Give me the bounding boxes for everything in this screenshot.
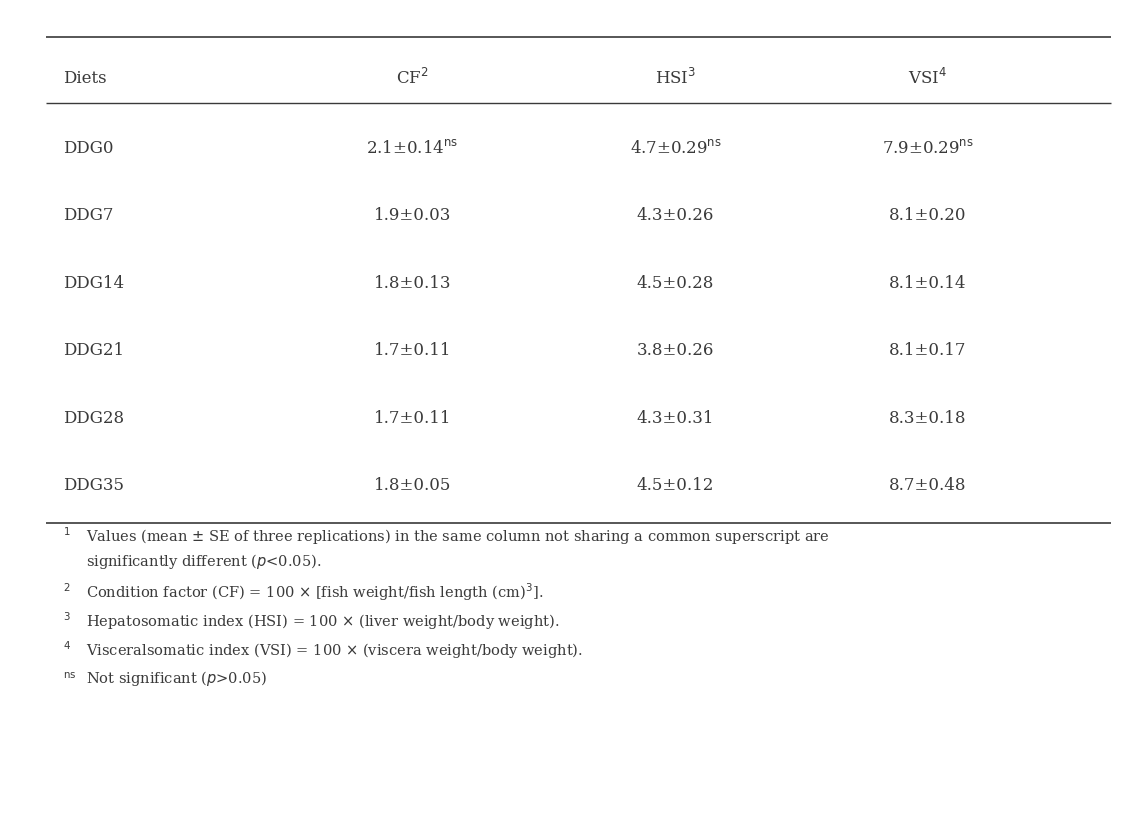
Text: 8.3±0.18: 8.3±0.18 [889,410,966,426]
Text: $^3$: $^3$ [63,614,71,629]
Text: 8.1±0.14: 8.1±0.14 [889,275,966,291]
Text: 2.1±0.14$^{\mathrm{ns}}$: 2.1±0.14$^{\mathrm{ns}}$ [366,139,458,157]
Text: 1.7±0.11: 1.7±0.11 [373,410,451,426]
Text: 8.1±0.17: 8.1±0.17 [889,342,966,359]
Text: DDG7: DDG7 [63,207,113,224]
Text: 7.9±0.29$^{\mathrm{ns}}$: 7.9±0.29$^{\mathrm{ns}}$ [882,139,973,157]
Text: significantly different ($\it{p}$<0.05).: significantly different ($\it{p}$<0.05). [86,551,322,571]
Text: Diets: Diets [63,70,106,86]
Text: $^1$: $^1$ [63,529,71,544]
Text: 1.8±0.13: 1.8±0.13 [373,275,451,291]
Text: 4.5±0.28: 4.5±0.28 [637,275,714,291]
Text: 8.7±0.48: 8.7±0.48 [889,477,966,494]
Text: 1.7±0.11: 1.7±0.11 [373,342,451,359]
Text: 3.8±0.26: 3.8±0.26 [637,342,714,359]
Text: DDG21: DDG21 [63,342,124,359]
Text: 4.7±0.29$^{\mathrm{ns}}$: 4.7±0.29$^{\mathrm{ns}}$ [630,139,721,157]
Text: 4.5±0.12: 4.5±0.12 [637,477,714,494]
Text: 1.9±0.03: 1.9±0.03 [373,207,451,224]
Text: $^{\mathrm{ns}}$: $^{\mathrm{ns}}$ [63,672,77,686]
Text: 1.8±0.05: 1.8±0.05 [373,477,451,494]
Text: VSI$^{4}$: VSI$^{4}$ [908,68,947,88]
Text: Visceralsomatic index (VSI) = 100 $\times$ (viscera weight/body weight).: Visceralsomatic index (VSI) = 100 $\time… [86,640,583,660]
Text: CF$^{2}$: CF$^{2}$ [396,68,428,88]
Text: DDG14: DDG14 [63,275,124,291]
Text: DDG28: DDG28 [63,410,124,426]
Text: 8.1±0.20: 8.1±0.20 [889,207,966,224]
Text: Hepatosomatic index (HSI) = 100 $\times$ (liver weight/body weight).: Hepatosomatic index (HSI) = 100 $\times$… [86,611,559,631]
Text: 4.3±0.31: 4.3±0.31 [637,410,714,426]
Text: HSI$^{3}$: HSI$^{3}$ [655,68,696,88]
Text: DDG35: DDG35 [63,477,124,494]
Text: Values (mean $\pm$ SE of three replications) in the same column not sharing a co: Values (mean $\pm$ SE of three replicati… [86,527,829,546]
Text: 4.3±0.26: 4.3±0.26 [637,207,714,224]
Text: Not significant ($\it{p}$>0.05): Not significant ($\it{p}$>0.05) [86,669,267,689]
Text: Condition factor (CF) = 100 $\times$ [fish weight/fish length (cm)$^3$].: Condition factor (CF) = 100 $\times$ [fi… [86,582,543,603]
Text: $^2$: $^2$ [63,585,71,600]
Text: $^4$: $^4$ [63,643,71,658]
Text: DDG0: DDG0 [63,140,113,156]
